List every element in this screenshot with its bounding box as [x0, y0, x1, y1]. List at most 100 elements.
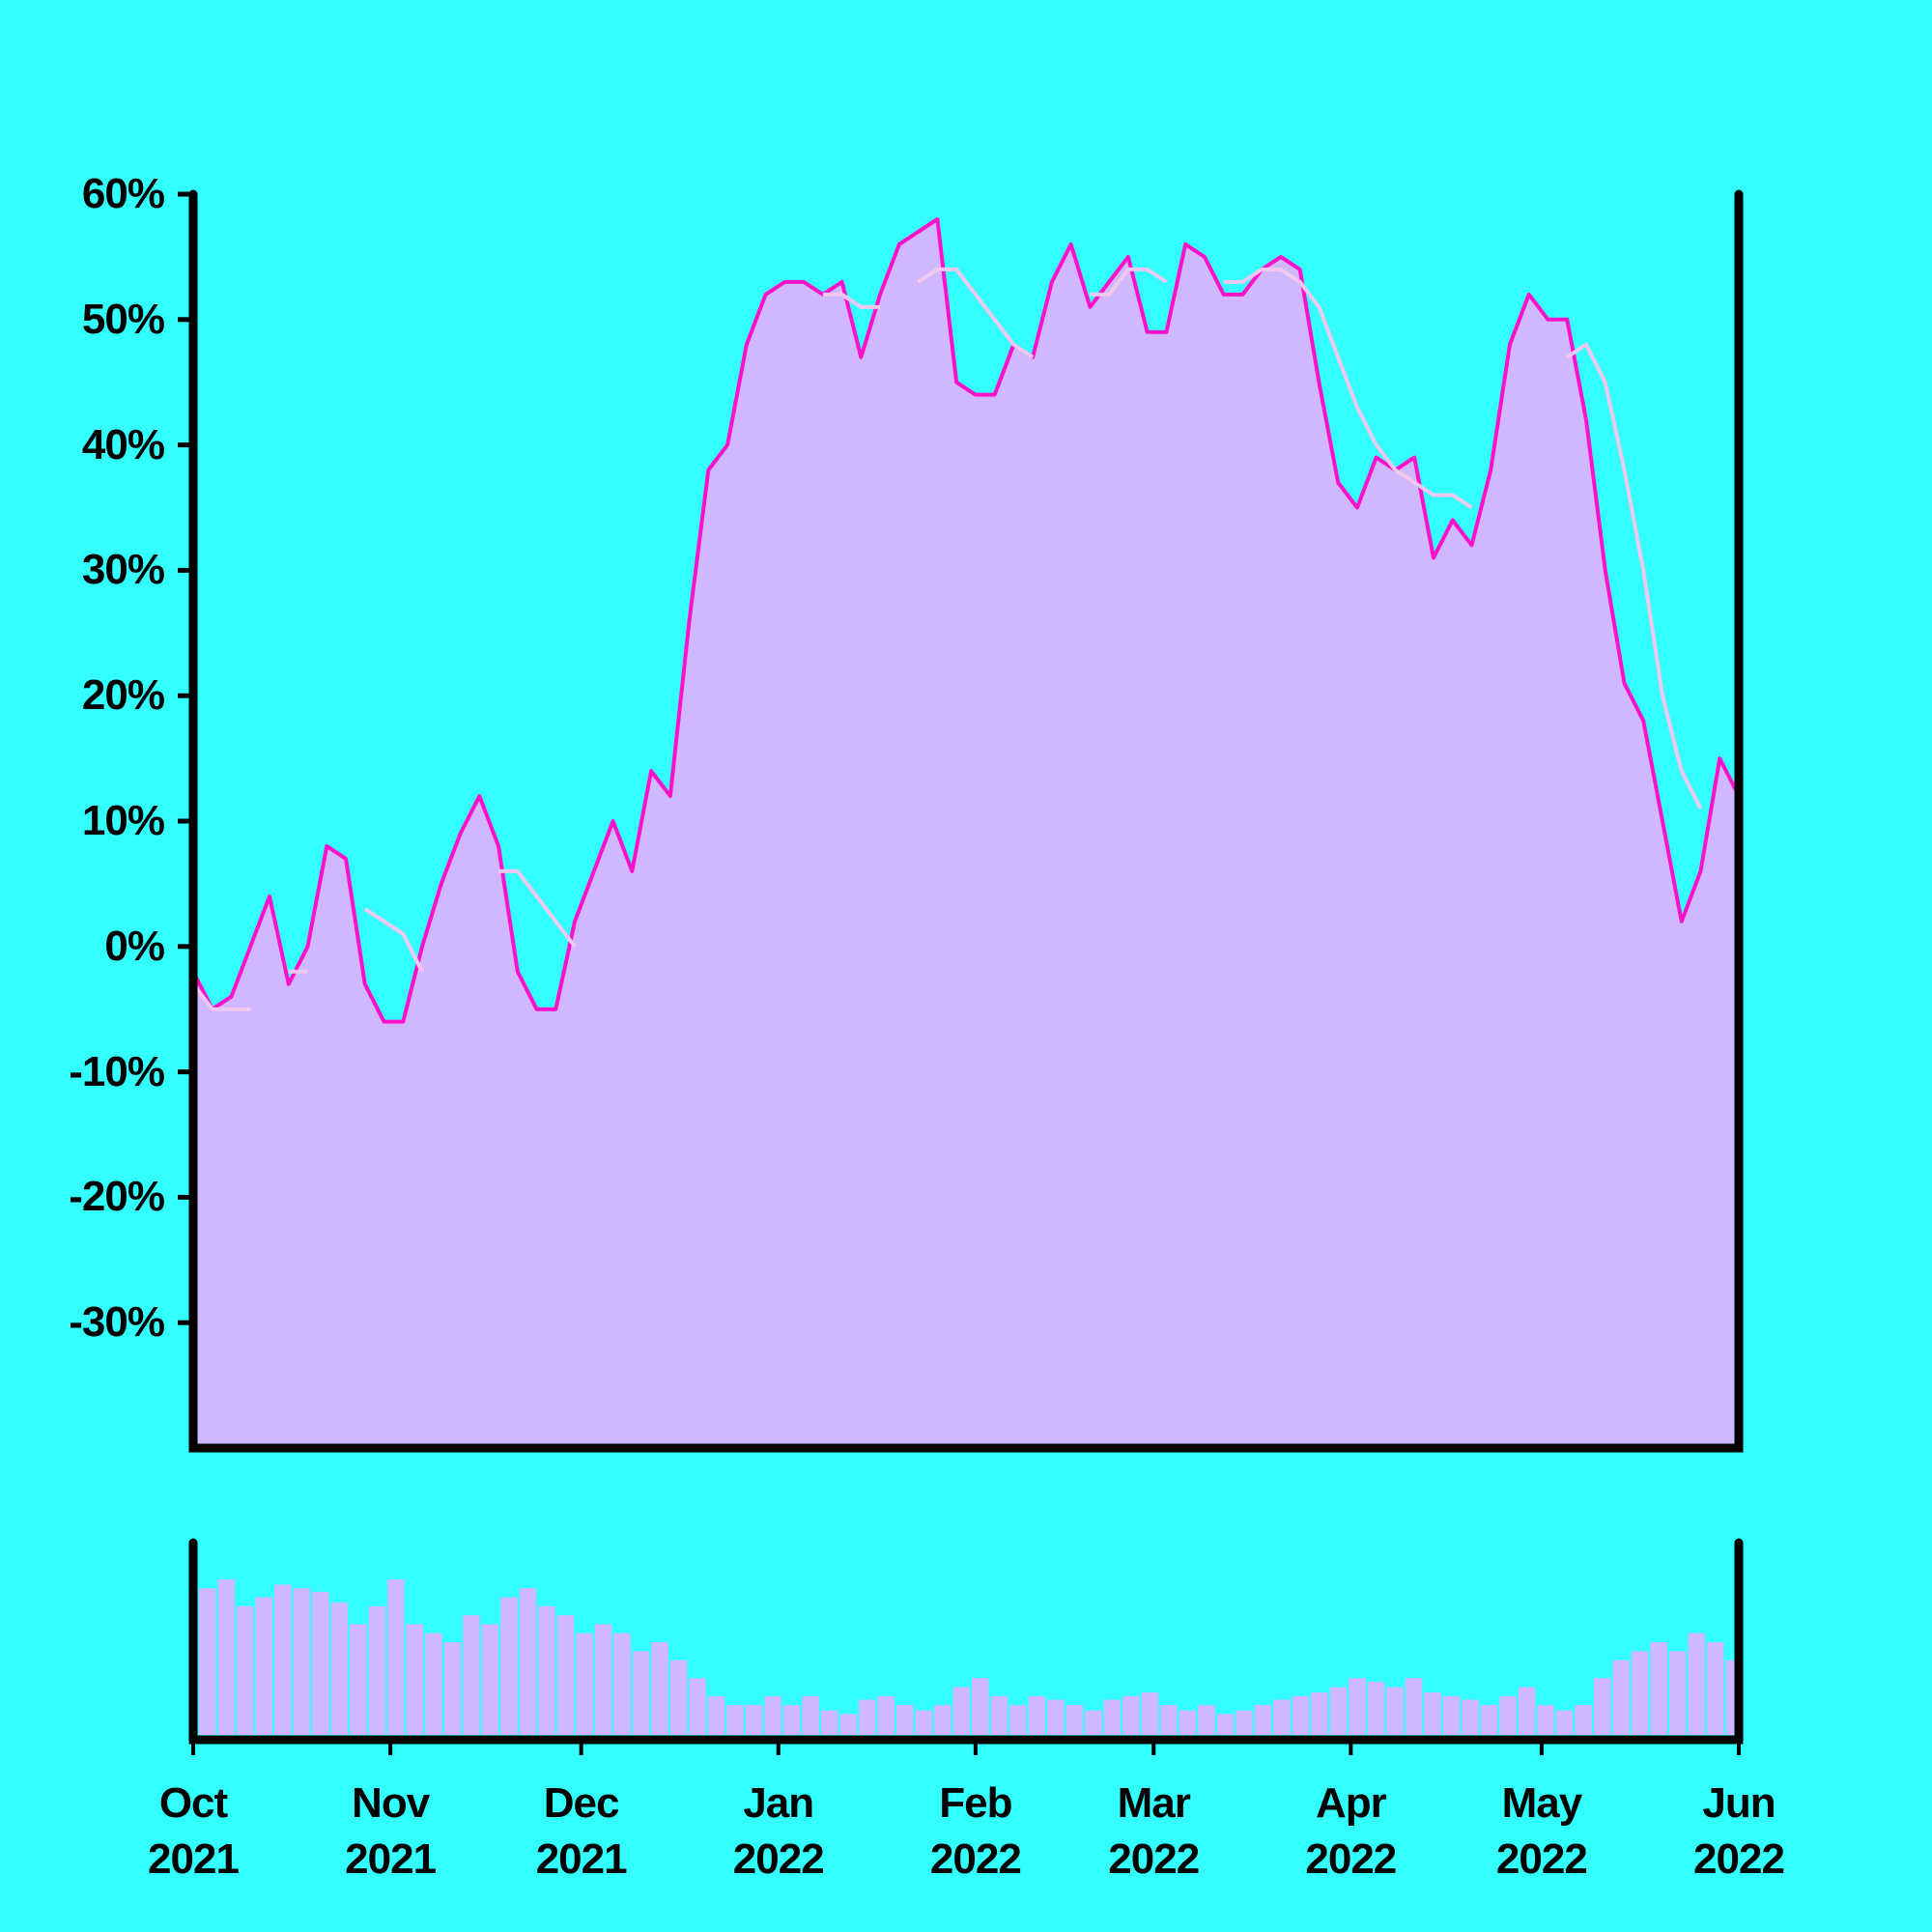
volume-bar [1555, 1710, 1574, 1735]
y-tick-label: 50% [81, 295, 165, 343]
y-tick-label: 30% [81, 546, 165, 594]
volume-bar [972, 1678, 989, 1735]
volume-bar [895, 1705, 914, 1735]
volume-bar [481, 1624, 499, 1735]
volume-bar [1329, 1687, 1348, 1735]
volume-bar [1103, 1699, 1122, 1735]
x-tick-label: Oct 2021 [148, 1779, 240, 1883]
volume-bar [1706, 1642, 1724, 1735]
volume-bar [330, 1603, 349, 1735]
volume-bar [500, 1597, 518, 1735]
volume-bar [1198, 1705, 1215, 1735]
volume-bar [1612, 1660, 1630, 1735]
volume-bar [782, 1705, 801, 1735]
volume-bar [1236, 1710, 1253, 1735]
volume-bar [1424, 1692, 1441, 1735]
volume-bar [1311, 1692, 1328, 1735]
volume-bar [1292, 1695, 1310, 1735]
volume-bar [1442, 1695, 1461, 1735]
volume-bar [802, 1695, 819, 1735]
volume-bar [1386, 1687, 1404, 1735]
volume-bar [1480, 1705, 1498, 1735]
volume-bar [1518, 1687, 1536, 1735]
y-tick-label: -10% [69, 1047, 165, 1095]
moving-average-line [191, 267, 1703, 1011]
volume-bar [199, 1588, 216, 1735]
x-tick-label: Dec 2021 [535, 1779, 628, 1883]
volume-bar [707, 1695, 725, 1735]
volume-bar [293, 1588, 311, 1735]
volume-bar [1650, 1642, 1667, 1735]
x-tick-label: May 2022 [1495, 1779, 1588, 1883]
x-tick-label: Jun 2022 [1693, 1779, 1785, 1883]
volume-bar [425, 1633, 442, 1735]
volume-bar [764, 1695, 781, 1735]
volume-bar [1499, 1695, 1517, 1735]
volume-bar [237, 1605, 254, 1735]
y-tick-label: -20% [69, 1173, 165, 1221]
y-tick-label: 10% [81, 797, 165, 844]
y-tick-label: 60% [81, 170, 165, 217]
volume-bar [613, 1633, 631, 1735]
volume-bar [632, 1651, 650, 1735]
volume-bar [463, 1615, 480, 1735]
volume-bar [1462, 1699, 1479, 1735]
volume-bar [594, 1624, 612, 1735]
volume-bar [443, 1642, 462, 1735]
volume-bar [990, 1695, 1009, 1735]
volume-bar [387, 1578, 405, 1735]
volume-bar [406, 1624, 424, 1735]
volume-bar [1349, 1678, 1366, 1735]
volume-bar [1009, 1705, 1027, 1735]
volume-bar [1028, 1695, 1046, 1735]
volume-bar [1668, 1651, 1687, 1735]
volume-bar [350, 1624, 367, 1735]
volume-bar [1160, 1705, 1178, 1735]
volume-bar [556, 1615, 575, 1735]
main-axes [188, 189, 1744, 1453]
y-tick-label: 40% [81, 420, 165, 469]
volume-bar [538, 1605, 555, 1735]
volume-bar [1537, 1705, 1554, 1735]
volume-bar [1405, 1678, 1423, 1735]
x-tick-label: Mar 2022 [1108, 1779, 1200, 1883]
volume-bar [1047, 1699, 1065, 1735]
volume-bar [1593, 1678, 1611, 1735]
price-line [191, 216, 1741, 1024]
volume-bar [217, 1578, 236, 1735]
volume-bar [820, 1710, 838, 1735]
volume-bar [915, 1710, 932, 1735]
volume-bar [877, 1695, 895, 1735]
volume-bar [933, 1705, 952, 1735]
volume-bar [1179, 1710, 1197, 1735]
volume-bar [255, 1597, 273, 1735]
volume-bar [839, 1714, 857, 1735]
volume-axes [188, 1538, 1744, 1745]
volume-bar [689, 1678, 706, 1735]
x-tick-label: Nov 2021 [345, 1779, 437, 1883]
volume-bar [576, 1633, 593, 1735]
volume-bar [312, 1591, 329, 1735]
y-tick-label: 0% [104, 922, 165, 970]
volume-bar [858, 1699, 876, 1735]
area-fill [193, 218, 1739, 1449]
volume-bar [1216, 1714, 1235, 1735]
volume-bar [519, 1588, 537, 1735]
volume-bar [669, 1660, 688, 1735]
volume-bar [1273, 1699, 1291, 1735]
volume-bar [1367, 1681, 1385, 1735]
volume-bar [1575, 1705, 1592, 1735]
volume-bar [1688, 1633, 1705, 1735]
volume-bar [274, 1584, 292, 1735]
volume-bar [1254, 1705, 1272, 1735]
volume-bar [745, 1705, 763, 1735]
volume-bar [726, 1705, 744, 1735]
volume-bar [1631, 1651, 1649, 1735]
x-tick-label: Apr 2022 [1305, 1779, 1397, 1883]
x-tick-label: Feb 2022 [929, 1779, 1022, 1883]
volume-bar [952, 1687, 970, 1735]
y-tick-label: 20% [81, 671, 165, 720]
volume-bar [651, 1642, 668, 1735]
